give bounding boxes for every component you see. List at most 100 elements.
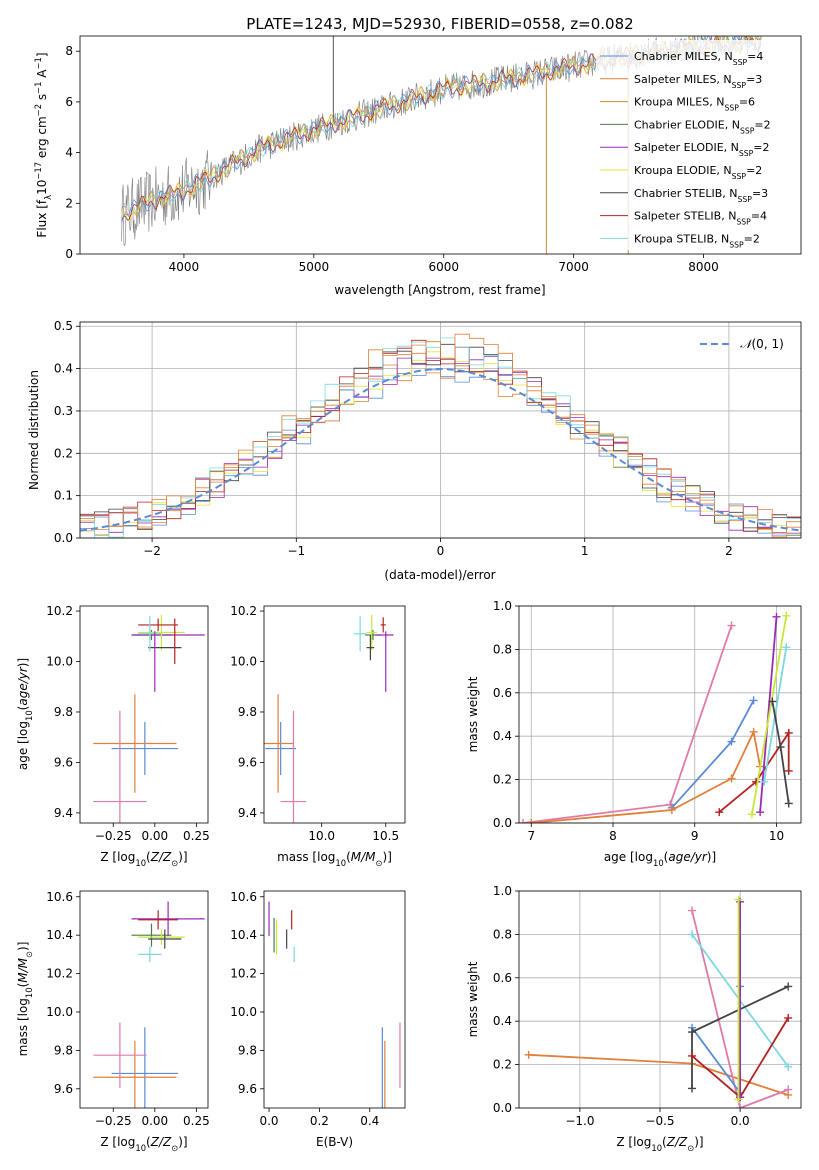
weight-marker-salpeter_miles — [527, 819, 536, 823]
label-part: Salpeter STELIB, N — [634, 210, 736, 223]
label-part: s — [35, 94, 49, 104]
label-part: Z/Z — [666, 1135, 688, 1149]
weight-marker-chabrier_stelib — [688, 1028, 697, 1037]
x-tick-label: 0.0 — [731, 1114, 750, 1128]
label-part: =2 — [746, 164, 762, 177]
x-tick-label: 0.2 — [310, 1114, 329, 1128]
label-part: Chabrier MILES, N — [634, 50, 733, 63]
y-tick-label: 10.6 — [230, 890, 257, 904]
label-part: Z [log — [100, 1135, 135, 1149]
weight-line-salpeter_miles — [531, 729, 761, 823]
label-part: 10 — [651, 1143, 662, 1153]
label-part: erg cm — [35, 116, 49, 162]
weight-marker-salpeter_miles — [749, 727, 758, 736]
x-tick-label: 7000 — [558, 260, 589, 274]
label-part: Kroupa MILES, N — [634, 96, 724, 109]
label-part: Salpeter MILES, N — [634, 73, 732, 86]
weight-marker-salpeter_stelib — [688, 1051, 697, 1060]
spectrum-xlabel: wavelength [Angstrom, rest frame] — [334, 283, 545, 297]
x-tick-label: 0.00 — [141, 829, 168, 843]
y-tick-label: 9.6 — [54, 1082, 73, 1096]
x-tick-label: 0.4 — [360, 1114, 379, 1128]
weight-marker-salpeter_miles — [727, 774, 736, 783]
residuals-ylabel: Normed distribution — [27, 370, 41, 490]
label-part: =2 — [753, 141, 769, 154]
x-tick-label: 8000 — [688, 260, 719, 274]
label-part: ⊙ — [171, 1143, 178, 1153]
label-part: )] — [178, 1135, 187, 1149]
label-part: −1 — [33, 57, 43, 69]
age_vs_mass-xlabel: mass [log10(M/M⊙)] — [277, 850, 392, 868]
y-tick-label: 10.6 — [46, 890, 73, 904]
y-tick-label: 9.8 — [54, 705, 73, 719]
label-part: =6 — [739, 96, 755, 109]
label-part: Kroupa STELIB, N — [634, 232, 729, 245]
label-part: A — [35, 69, 49, 82]
y-tick-label: 10.2 — [230, 967, 257, 981]
weight-marker-pink — [727, 621, 736, 630]
legend-entry: Salpeter ELODIE, NSSP=2 — [634, 141, 770, 158]
label-part: =2 — [744, 232, 760, 245]
label-part: ( — [146, 850, 151, 864]
weight-marker-salpeter_miles — [524, 1050, 533, 1059]
legend-entry: Kroupa STELIB, NSSP=2 — [634, 232, 760, 249]
label-part: ⊙ — [171, 858, 178, 868]
label-part: Flux [f — [35, 199, 49, 237]
label-part: =3 — [752, 187, 768, 200]
y-tick-label: 9.6 — [238, 1082, 257, 1096]
x-tick-label: −2 — [143, 544, 161, 558]
y-tick-label: 10.0 — [46, 1005, 73, 1019]
y-tick-label: 4 — [65, 146, 73, 160]
weight_vs_age-ylabel: mass weight — [466, 676, 480, 752]
residual-histogram-salpeter_stelib — [80, 339, 801, 532]
y-tick-label: 0.2 — [493, 773, 512, 787]
label-part: mass [log — [277, 850, 335, 864]
label-part: )] — [694, 1135, 703, 1149]
axes-age_vs_Z: −0.25 0.00 0.25 9.4 9.6 9.8 10.0 10.2 — [46, 604, 210, 843]
y-tick-label: 0.6 — [493, 686, 512, 700]
label-part: SSP — [732, 80, 747, 89]
y-tick-label: 10.0 — [46, 655, 73, 669]
residuals-xlabel: (data-model)/error — [384, 568, 495, 582]
label-part: )] — [178, 850, 187, 864]
y-tick-label: 0.0 — [54, 531, 73, 545]
label-part: E(B-V) — [316, 1135, 353, 1149]
axes-frame — [518, 890, 802, 1109]
axes-frame — [79, 321, 802, 539]
label-part: −2 — [33, 104, 43, 116]
residual-histogram-salpeter_miles — [80, 352, 801, 538]
label-part: 10 — [335, 858, 346, 868]
y-tick-label: 10.2 — [46, 967, 73, 981]
legend-entry: Salpeter MILES, NSSP=3 — [634, 73, 762, 90]
label-part: 10 — [135, 1143, 146, 1153]
label-part: )] — [16, 942, 30, 951]
label-part: ( — [346, 850, 351, 864]
weight-line-chabrier_miles — [671, 699, 755, 809]
y-tick-label: 1.0 — [493, 884, 512, 898]
legend-entry: Chabrier MILES, NSSP=4 — [634, 50, 763, 67]
label-part: SSP — [733, 58, 748, 67]
x-tick-label: −0.5 — [645, 1114, 674, 1128]
y-tick-label: 1.0 — [493, 599, 512, 613]
label-part: ] — [35, 52, 49, 57]
label-part: Chabrier STELIB, N — [634, 187, 738, 200]
label-part: 10 — [35, 180, 49, 195]
weight-line-pink — [522, 625, 733, 823]
y-tick-label: 9.8 — [54, 1043, 73, 1057]
weight_vs_age-xlabel: age [log10(age/yr)] — [604, 850, 716, 868]
label-part: Chabrier ELODIE, N — [634, 118, 740, 131]
x-tick-label: 8 — [609, 829, 617, 843]
x-tick-label: 0.25 — [183, 829, 210, 843]
label-part: SSP — [738, 194, 753, 203]
weight-marker-salpeter_elodie — [756, 808, 765, 817]
residual-legend-label: 𝒩(0, 1) — [740, 337, 784, 351]
weight-marker-pink — [736, 1104, 745, 1108]
y-tick-label: 2 — [65, 196, 73, 210]
y-tick-label: 9.4 — [54, 806, 73, 820]
label-part: 𝒩 — [740, 337, 755, 351]
weight-marker-salpeter_stelib — [752, 777, 761, 786]
y-tick-label: 9.4 — [238, 806, 257, 820]
axes-frame — [518, 605, 802, 824]
residual-histogram-salpeter_miles — [80, 333, 801, 534]
